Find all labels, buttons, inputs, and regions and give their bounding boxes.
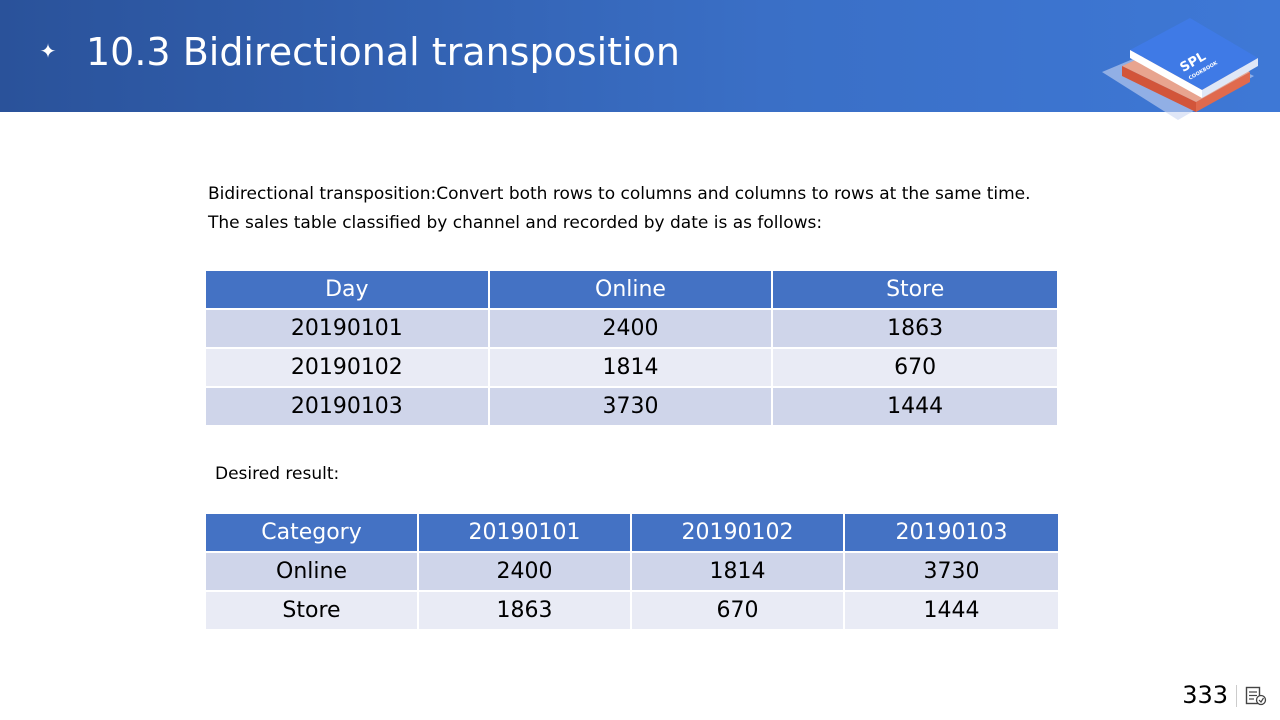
col-header-category: Category [206, 514, 419, 553]
table-cell: Store [206, 592, 419, 631]
table-cell: 1863 [773, 310, 1057, 349]
table-cell: 20190102 [206, 349, 490, 388]
slide-title: 10.3 Bidirectional transposition [86, 30, 680, 74]
spl-cookbook-logo: SPL COOKBOOK [1102, 18, 1258, 120]
col-header-date: 20190101 [419, 514, 632, 553]
table-cell: 670 [632, 592, 845, 631]
table-cell: 2400 [489, 310, 774, 349]
intro-line-2: The sales table classified by channel an… [208, 213, 823, 233]
col-header-date: 20190102 [632, 514, 845, 553]
table-cell: 3730 [845, 553, 1058, 592]
table-cell: 3730 [489, 388, 774, 427]
slide-header: ✦ 10.3 Bidirectional transposition SPL C… [0, 0, 1280, 120]
table-header-row: Day Online Store [206, 271, 1057, 310]
table-row: 20190101 2400 1863 [206, 310, 1057, 349]
desired-result-label: Desired result: [215, 464, 340, 484]
divider [1236, 685, 1237, 707]
table-row: 20190102 1814 670 [206, 349, 1057, 388]
intro-text: Bidirectional transposition:Convert both… [208, 180, 1048, 238]
table-row: Online 2400 1814 3730 [206, 553, 1058, 592]
col-header-date: 20190103 [845, 514, 1058, 553]
col-header-online: Online [489, 271, 774, 310]
sales-table: Day Online Store 20190101 2400 1863 2019… [206, 271, 1057, 427]
four-point-star-icon: ✦ [39, 39, 57, 63]
intro-line-1: Bidirectional transposition:Convert both… [208, 184, 1031, 204]
table-row: Store 1863 670 1444 [206, 592, 1058, 631]
table-header-row: Category 20190101 20190102 20190103 [206, 514, 1058, 553]
notes-icon[interactable] [1245, 686, 1267, 706]
table-cell: 1814 [489, 349, 774, 388]
table-cell: 1863 [419, 592, 632, 631]
table-cell: 1814 [632, 553, 845, 592]
table-cell: 20190103 [206, 388, 490, 427]
table-cell: 1444 [773, 388, 1057, 427]
table-cell: 1444 [845, 592, 1058, 631]
page-number: 333 [1182, 681, 1228, 709]
result-table: Category 20190101 20190102 20190103 Onli… [206, 514, 1058, 631]
col-header-day: Day [206, 271, 490, 310]
table-row: 20190103 3730 1444 [206, 388, 1057, 427]
col-header-store: Store [773, 271, 1057, 310]
table-cell: 670 [773, 349, 1057, 388]
table-cell: 20190101 [206, 310, 490, 349]
table-cell: 2400 [419, 553, 632, 592]
table-cell: Online [206, 553, 419, 592]
